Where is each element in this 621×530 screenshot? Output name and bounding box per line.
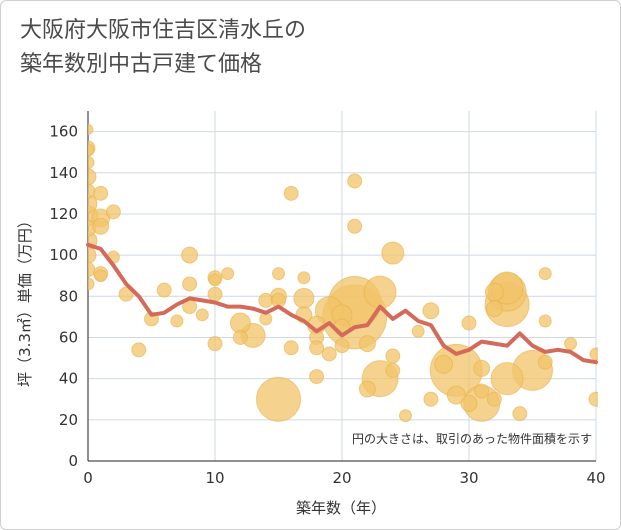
data-bubble — [474, 383, 490, 399]
chart-title-line-1: 大阪府大阪市住吉区清水丘の — [20, 18, 307, 43]
data-bubble — [207, 286, 223, 302]
y-tick-label: 40 — [59, 370, 78, 388]
data-bubble — [309, 369, 325, 385]
data-bubble — [88, 124, 94, 136]
data-bubble — [484, 282, 504, 302]
y-tick-label: 0 — [68, 452, 78, 470]
data-bubble — [88, 183, 96, 199]
data-bubble — [473, 359, 491, 377]
data-bubble — [385, 362, 401, 378]
data-bubble — [538, 314, 552, 328]
data-bubble — [207, 336, 223, 352]
y-axis-title: 坪（3.3㎡）単価（万円） — [16, 213, 34, 387]
data-bubble — [88, 194, 98, 214]
bubble-layer — [88, 124, 598, 423]
data-bubble — [347, 173, 363, 189]
data-bubble — [283, 185, 299, 201]
y-tick-label: 80 — [59, 287, 78, 305]
x-tick-label: 0 — [83, 469, 93, 487]
chart-title-line-2: 築年数別中古戸建て価格 — [20, 52, 263, 77]
data-bubble — [446, 385, 466, 405]
data-bubble — [293, 287, 315, 309]
data-bubble — [334, 338, 350, 354]
data-bubble — [512, 406, 528, 422]
x-tick-label: 30 — [459, 469, 478, 487]
data-bubble — [363, 275, 397, 309]
data-bubble — [181, 246, 199, 264]
data-bubble — [358, 380, 376, 398]
x-tick-label: 10 — [205, 469, 224, 487]
data-bubble — [347, 218, 363, 234]
data-bubble — [256, 376, 301, 422]
data-bubble — [195, 308, 209, 322]
data-bubble — [208, 273, 222, 287]
data-bubble — [564, 337, 578, 351]
data-bubble — [297, 271, 311, 285]
data-bubble — [182, 276, 198, 292]
size-annotation: 円の大きさは、取引のあった物件面積を示す — [352, 431, 592, 446]
data-bubble — [588, 391, 598, 407]
data-bubble — [385, 348, 401, 364]
data-bubble — [537, 354, 553, 370]
data-bubble — [232, 329, 248, 345]
data-bubble — [105, 204, 121, 220]
data-bubble — [283, 340, 299, 356]
data-bubble — [485, 300, 503, 318]
average-line-layer — [86, 242, 598, 365]
data-bubble — [88, 246, 97, 264]
data-bubble — [538, 267, 552, 281]
data-bubble — [92, 217, 110, 235]
data-bubble — [118, 286, 134, 302]
data-bubble — [131, 342, 147, 358]
data-bubble — [589, 347, 598, 361]
data-bubble — [460, 394, 478, 412]
data-bubble — [411, 324, 425, 338]
data-bubble — [381, 241, 405, 265]
y-tick-label: 20 — [59, 411, 78, 429]
data-bubble — [88, 262, 96, 278]
data-bubble — [422, 302, 440, 320]
y-tick-label: 140 — [49, 164, 78, 182]
y-tick-label: 160 — [49, 123, 78, 141]
data-bubble — [258, 292, 274, 308]
data-bubble — [321, 346, 337, 362]
x-axis-title: 築年数（年） — [296, 499, 386, 517]
data-bubble — [272, 267, 285, 281]
data-bubble — [486, 391, 502, 407]
data-bubble — [88, 168, 97, 186]
data-bubble — [461, 315, 477, 331]
tick-labels: 0 20 40 60 80 100 120 140 160 0 10 20 30 40 — [49, 123, 605, 487]
y-tick-label: 120 — [49, 205, 78, 223]
x-tick-label: 20 — [332, 469, 351, 487]
data-bubble — [170, 314, 184, 328]
data-bubble — [423, 391, 439, 407]
data-bubble — [156, 282, 172, 298]
data-bubble — [309, 340, 325, 356]
data-bubble — [221, 267, 235, 281]
y-tick-label: 100 — [49, 246, 78, 264]
data-bubble — [88, 277, 95, 291]
data-bubble — [93, 185, 109, 201]
data-bubble — [399, 409, 412, 423]
data-bubble — [358, 335, 376, 353]
data-bubble — [88, 155, 95, 169]
y-tick-label: 60 — [59, 328, 78, 346]
average-price-line — [86, 242, 598, 365]
data-bubble — [490, 362, 524, 396]
data-bubble — [434, 354, 454, 374]
chart-title: 大阪府大阪市住吉区清水丘の 築年数別中古戸建て価格 — [20, 14, 580, 82]
data-bubble — [88, 143, 95, 157]
x-tick-label: 40 — [586, 469, 605, 487]
data-bubble — [94, 269, 108, 283]
